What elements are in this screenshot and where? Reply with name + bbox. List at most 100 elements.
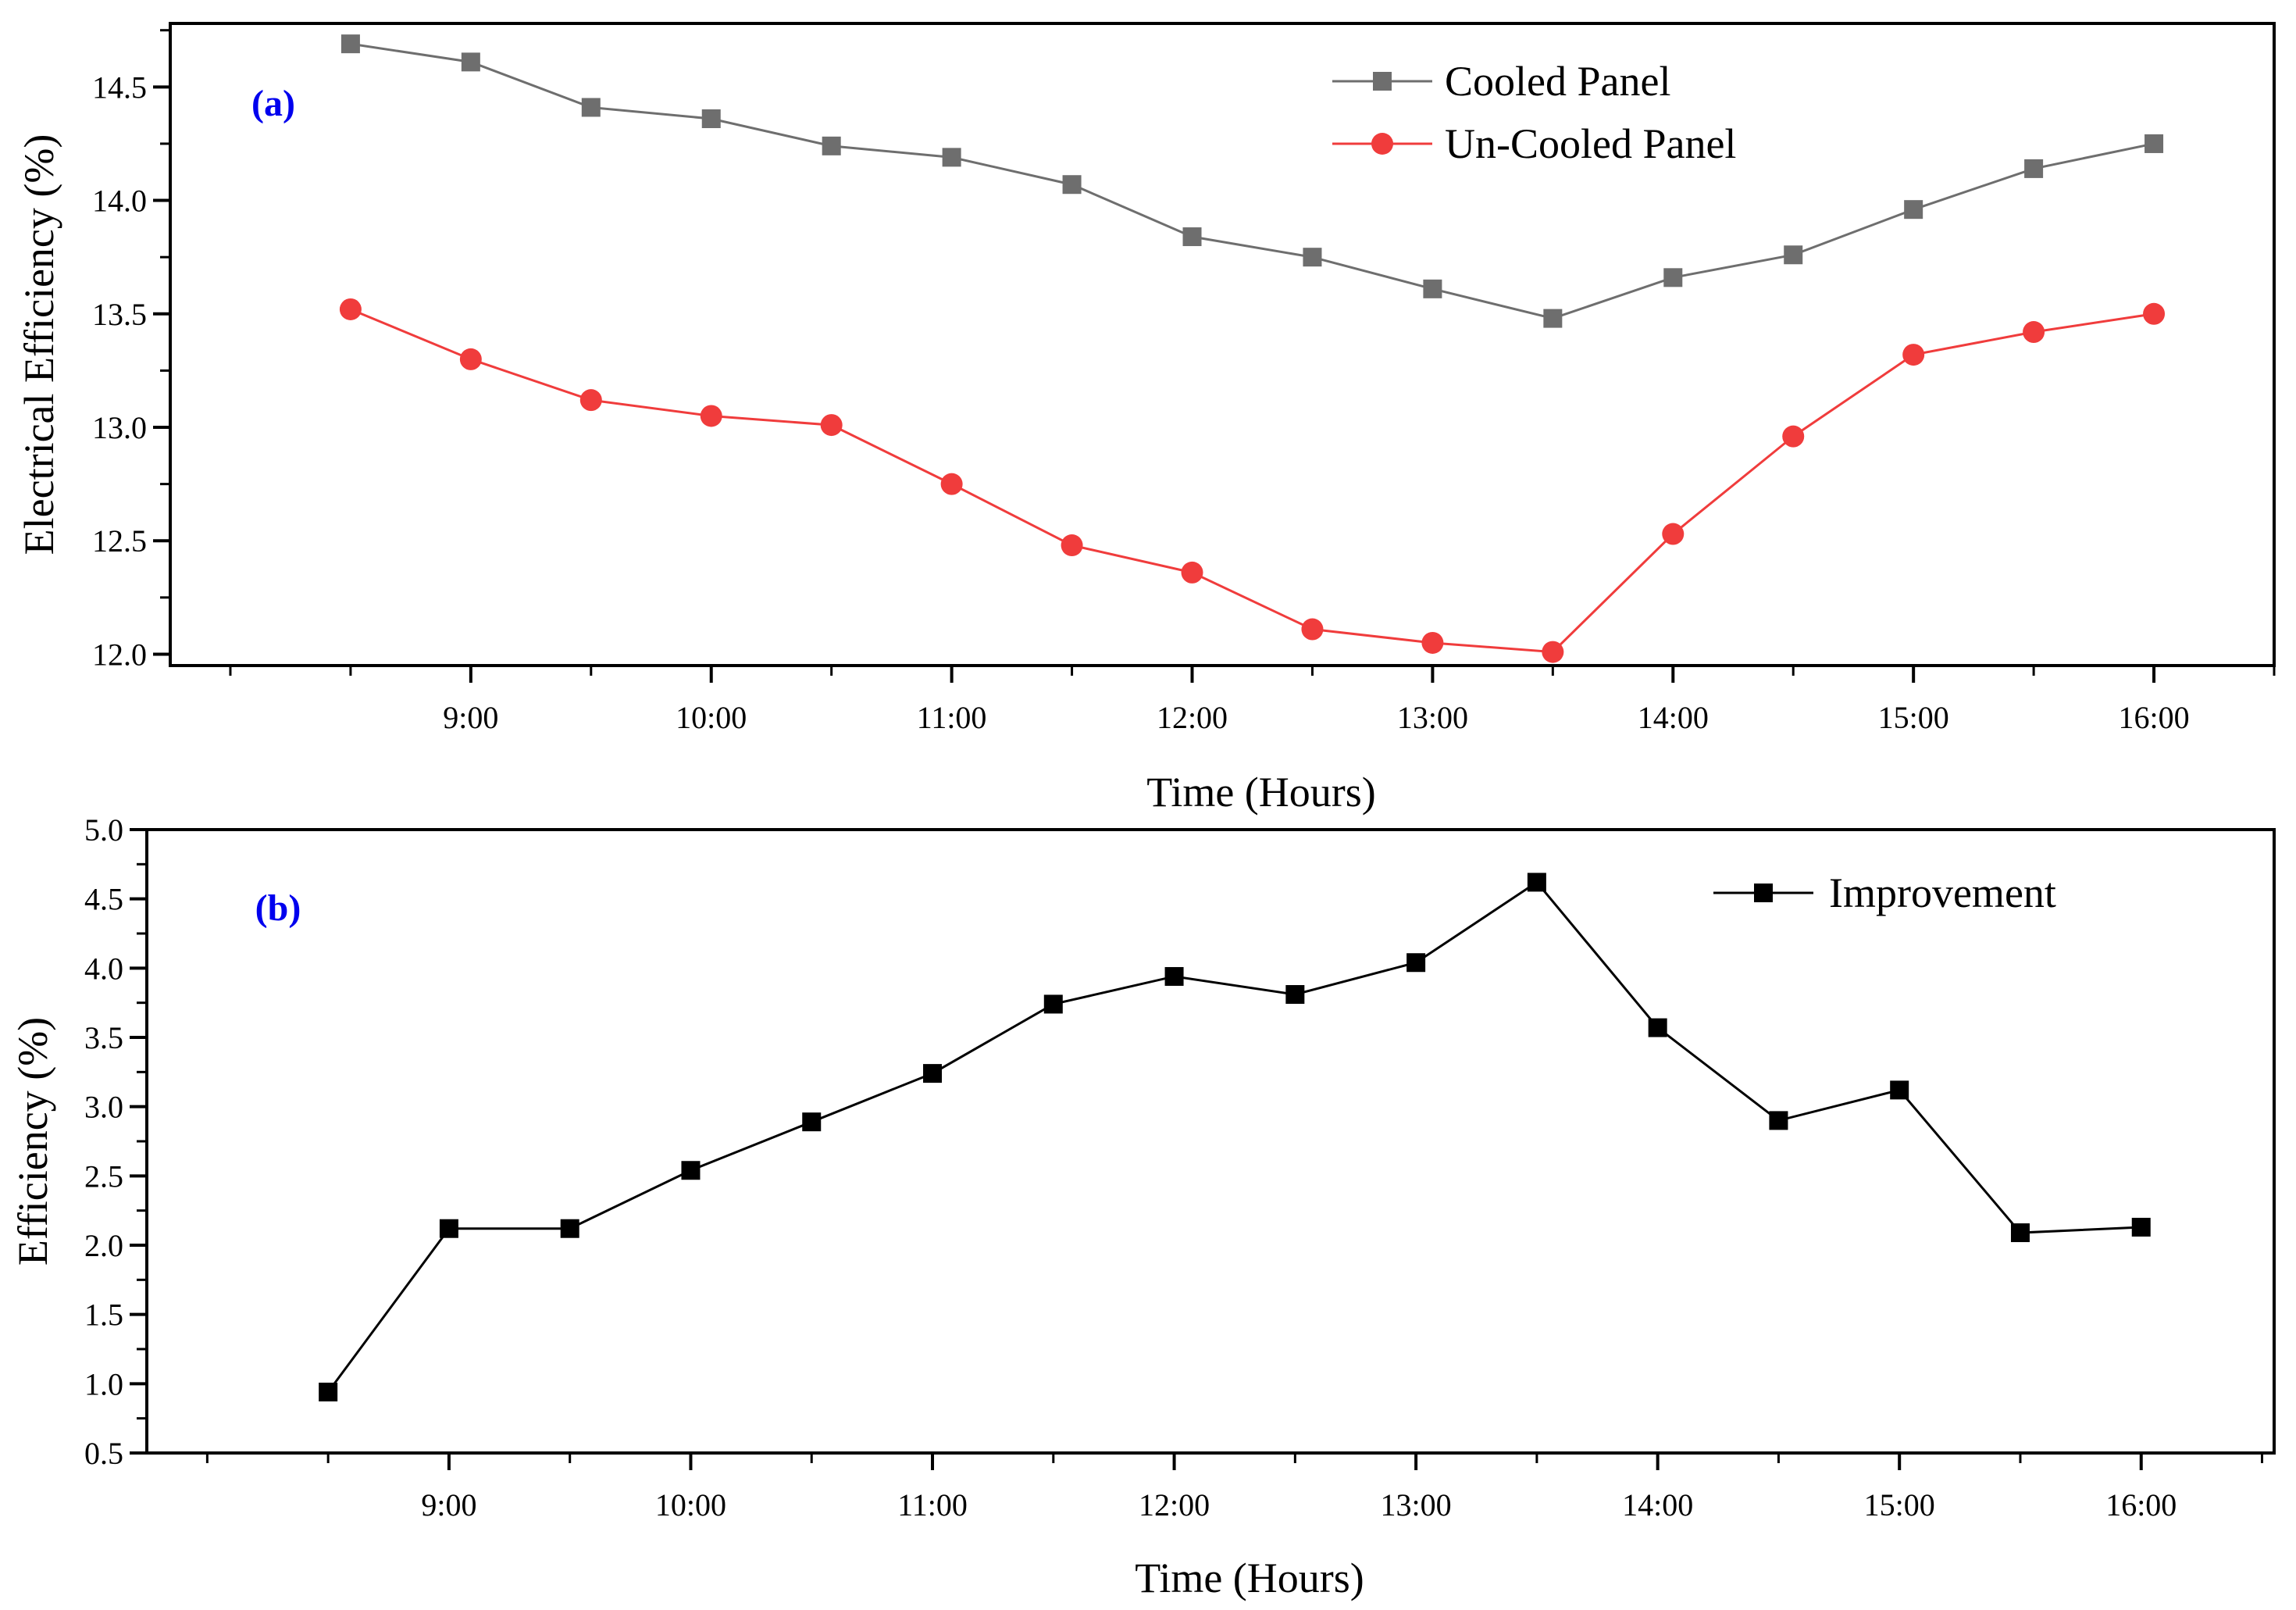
data-point bbox=[1062, 175, 1082, 195]
data-point bbox=[1784, 245, 1803, 265]
legend-entry: Cooled Panel bbox=[1332, 58, 1670, 105]
y-tick-label: 13.0 bbox=[92, 410, 147, 445]
series-un-cooled-panel bbox=[339, 298, 2166, 663]
legend-label: Cooled Panel bbox=[1445, 58, 1670, 105]
data-point bbox=[2010, 1223, 2030, 1243]
data-point bbox=[2143, 302, 2166, 325]
data-point bbox=[1303, 248, 1322, 267]
legend-label: Un-Cooled Panel bbox=[1445, 120, 1736, 167]
data-point bbox=[2144, 134, 2164, 153]
panel-b: 9:00 10:00 11:00 12:00 13:00 14:00 15:00 16:00 0… bbox=[9, 812, 2276, 1601]
data-point bbox=[1043, 994, 1063, 1014]
y-tick-label: 1.0 bbox=[84, 1366, 123, 1401]
data-point bbox=[1527, 873, 1546, 892]
data-point bbox=[339, 298, 362, 320]
data-point bbox=[1542, 641, 1564, 663]
y-tick-label: 4.0 bbox=[84, 951, 123, 986]
y-tick-label: 12.0 bbox=[92, 637, 147, 672]
y-tick-label: 14.5 bbox=[92, 70, 147, 105]
x-tick-label: 9:00 bbox=[443, 700, 498, 735]
legend-entry: Un-Cooled Panel bbox=[1332, 120, 1736, 167]
x-tick-label: 15:00 bbox=[1878, 700, 1949, 735]
data-point bbox=[1423, 279, 1442, 298]
y-axis-title: Efficiency (%) bbox=[9, 1017, 56, 1266]
data-point bbox=[1182, 227, 1202, 247]
legend-label: Improvement bbox=[1829, 869, 2056, 916]
data-point bbox=[700, 405, 722, 427]
legend-marker bbox=[1754, 884, 1773, 902]
data-point bbox=[2024, 159, 2044, 178]
plot-frame bbox=[145, 828, 2276, 1455]
data-point bbox=[940, 473, 963, 495]
x-tick-label: 16:00 bbox=[2118, 700, 2189, 735]
panel-label: (b) bbox=[255, 887, 301, 929]
x-tick-label: 11:00 bbox=[897, 1487, 968, 1523]
x-tick-label: 16:00 bbox=[2105, 1487, 2177, 1523]
data-point bbox=[340, 34, 360, 54]
series-line bbox=[350, 42, 2155, 320]
data-point bbox=[942, 148, 961, 167]
data-point bbox=[1648, 1018, 1667, 1037]
series-cooled-panel bbox=[340, 34, 2164, 328]
x-tick-label: 12:00 bbox=[1157, 700, 1228, 735]
y-tick-label: 1.5 bbox=[84, 1298, 123, 1333]
series-improvement bbox=[319, 873, 2151, 1401]
x-tick-label: 9:00 bbox=[421, 1487, 476, 1523]
y-tick-label: 0.5 bbox=[84, 1436, 123, 1471]
series-line bbox=[326, 880, 2141, 1393]
data-point bbox=[802, 1112, 822, 1132]
data-point bbox=[1421, 631, 1444, 654]
data-point bbox=[1769, 1111, 1788, 1130]
legend-marker bbox=[1373, 72, 1392, 91]
plot-frame bbox=[169, 22, 2276, 667]
y-tick-label: 3.5 bbox=[84, 1020, 123, 1055]
data-point bbox=[1543, 309, 1563, 328]
data-point bbox=[581, 98, 601, 117]
data-point bbox=[560, 1219, 579, 1238]
x-axis-title: Time (Hours) bbox=[1135, 1555, 1364, 1601]
data-point bbox=[681, 1161, 701, 1180]
data-point bbox=[2023, 321, 2045, 344]
data-point bbox=[459, 348, 482, 370]
data-point bbox=[1181, 561, 1203, 584]
y-tick-label: 4.5 bbox=[84, 882, 123, 917]
x-axis-title: Time (Hours) bbox=[1146, 769, 1376, 816]
y-tick-label: 14.0 bbox=[92, 184, 147, 219]
data-point bbox=[1285, 985, 1305, 1005]
x-tick-label: 10:00 bbox=[655, 1487, 726, 1523]
data-point bbox=[1782, 425, 1805, 448]
x-tick-label: 14:00 bbox=[1638, 700, 1709, 735]
data-point bbox=[1406, 953, 1426, 973]
y-tick-label: 12.5 bbox=[92, 523, 147, 559]
data-point bbox=[820, 414, 843, 437]
data-point bbox=[579, 389, 602, 412]
x-tick-label: 15:00 bbox=[1864, 1487, 1935, 1523]
data-point bbox=[1164, 966, 1184, 986]
series-line bbox=[350, 308, 2155, 654]
y-tick-label: 3.0 bbox=[84, 1090, 123, 1125]
panel-label: (a) bbox=[251, 83, 295, 124]
data-point bbox=[461, 52, 480, 72]
data-point bbox=[701, 109, 721, 128]
x-tick-label: 10:00 bbox=[676, 700, 747, 735]
y-tick-label: 5.0 bbox=[84, 812, 123, 848]
x-tick-label: 11:00 bbox=[917, 700, 987, 735]
x-tick-label: 14:00 bbox=[1622, 1487, 1693, 1523]
data-point bbox=[1662, 523, 1685, 545]
x-tick-label: 12:00 bbox=[1139, 1487, 1210, 1523]
legend-entry: Improvement bbox=[1713, 869, 2056, 916]
y-tick-label: 2.0 bbox=[84, 1228, 123, 1263]
data-point bbox=[319, 1382, 338, 1401]
x-tick-label: 13:00 bbox=[1397, 700, 1468, 735]
y-tick-label: 13.5 bbox=[92, 297, 147, 332]
data-point bbox=[1904, 200, 1923, 220]
data-point bbox=[1890, 1080, 1909, 1100]
data-point bbox=[923, 1064, 943, 1083]
legend-marker bbox=[1371, 133, 1393, 155]
data-point bbox=[822, 136, 841, 155]
data-point bbox=[1061, 534, 1083, 557]
data-point bbox=[1301, 618, 1324, 641]
y-tick-label: 2.5 bbox=[84, 1158, 123, 1194]
